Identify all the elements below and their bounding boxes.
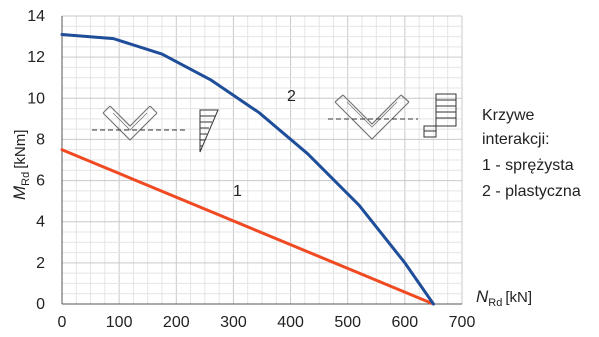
y-axis-label: MRd [kNm] (10, 130, 32, 200)
x-axis-label: NRd [kN] (476, 287, 532, 309)
x-tick-label: 600 (392, 314, 419, 331)
series-line-1 (60, 148, 435, 306)
angle-section-icon-elastic (102, 105, 158, 141)
y-axis-label-sub: Rd (20, 172, 32, 186)
y-axis-label-unit: [kNm] (12, 130, 29, 169)
y-tick-label: 2 (36, 255, 45, 272)
plastic-stress-diagram (423, 93, 457, 138)
series-layer (60, 33, 435, 306)
y-tick-label: 4 (36, 214, 45, 231)
legend: Krzywe interakcji: 1 - sprężysta 2 - pla… (482, 107, 581, 200)
plastic-section-inset (328, 93, 457, 140)
series-label-2: 2 (287, 88, 296, 105)
x-tick-label: 100 (106, 314, 133, 331)
x-axis-label-unit: [kN] (505, 289, 532, 306)
angle-section-icon-plastic (334, 94, 410, 140)
x-axis-label-main: N (476, 287, 489, 306)
series-label-1: 1 (233, 183, 242, 200)
x-tick-label: 300 (220, 314, 247, 331)
y-tick-label: 14 (27, 8, 45, 25)
x-tick-label: 700 (449, 314, 476, 331)
y-tick-label: 10 (27, 90, 45, 107)
legend-item-2: 2 - plastyczna (482, 183, 581, 200)
legend-item-1: 1 - sprężysta (482, 157, 574, 174)
x-tick-label: 400 (277, 314, 304, 331)
y-axis-label-main: M (10, 185, 29, 200)
grid-layer (61, 15, 463, 305)
legend-title-line1: Krzywe (482, 107, 535, 124)
legend-title-line2: interakcji: (482, 131, 550, 148)
y-tick-label: 6 (36, 173, 45, 190)
y-tick-label: 0 (36, 296, 45, 313)
series-line-2 (60, 33, 435, 306)
y-tick-label: 12 (27, 49, 45, 66)
elastic-stress-diagram (199, 109, 219, 153)
x-axis-label-sub: Rd (488, 297, 502, 309)
x-tick-label: 500 (334, 314, 361, 331)
y-tick-label: 8 (36, 131, 45, 148)
x-tick-label: 200 (163, 314, 190, 331)
x-tick-label: 0 (58, 314, 67, 331)
elastic-section-inset (92, 105, 219, 153)
